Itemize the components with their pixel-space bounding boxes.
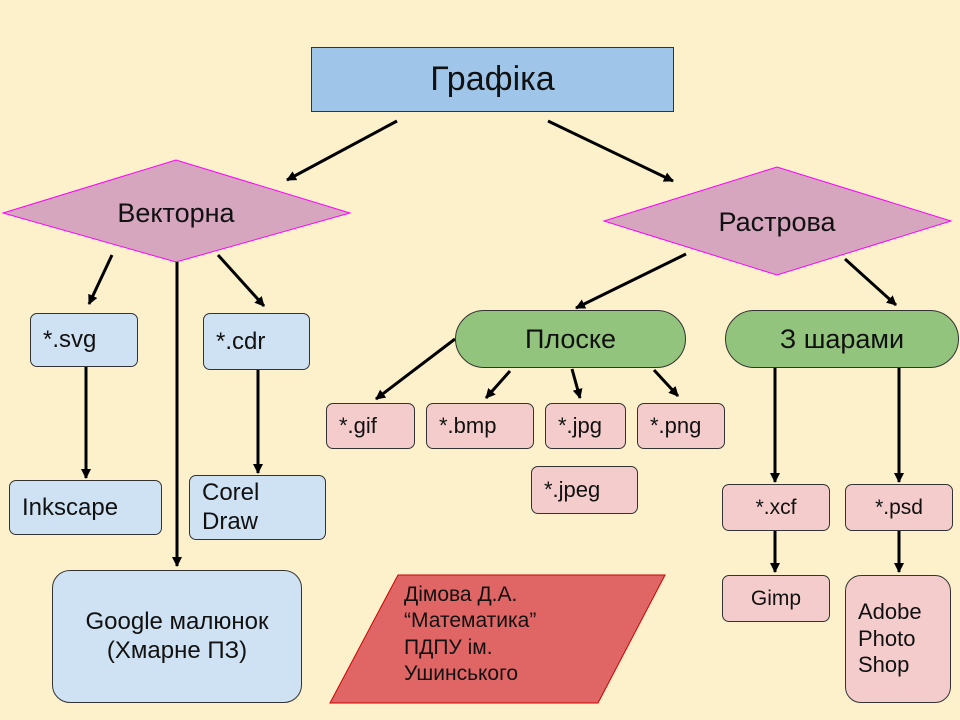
flat-label: Плоске xyxy=(524,323,617,354)
arrow-vector-to-svg xyxy=(87,254,114,305)
gif-format-label: *.gif xyxy=(339,413,377,438)
psd-format-box: *.psd xyxy=(845,484,953,531)
layered-label: З шарами xyxy=(779,323,905,354)
gif-format-box: *.gif xyxy=(326,403,415,449)
arrow-title-to-vector xyxy=(286,119,398,182)
photoshop-box: Adobe Photo Shop xyxy=(845,575,951,703)
corel-draw-box: Corel Draw xyxy=(189,475,326,540)
cdr-format-box: *.cdr xyxy=(203,313,310,370)
google-drawings-label: Google малюнок (Хмарне ПЗ) xyxy=(85,607,269,664)
jpeg-format-label: *.jpeg xyxy=(544,477,601,502)
author-note: Дімова Д.А. “Математика” ПДПУ ім. Ушинсь… xyxy=(404,583,537,685)
connector-arrows xyxy=(81,119,904,573)
corel-draw-label: Corel Draw xyxy=(202,478,260,535)
svg-format-label: *.svg xyxy=(43,326,97,353)
jpg-format-box: *.jpg xyxy=(545,403,626,449)
arrow-flat-to-png xyxy=(652,368,680,398)
title-text: Графіка xyxy=(430,60,555,98)
bmp-format-box: *.bmp xyxy=(426,403,534,449)
vector-label: Векторна xyxy=(117,197,235,228)
raster-label: Растрова xyxy=(718,206,836,237)
arrow-flat-to-gif xyxy=(375,337,456,401)
title-box: Графіка xyxy=(311,47,674,112)
inkscape-box: Inkscape xyxy=(9,480,162,535)
arrow-raster-to-flat xyxy=(575,252,687,310)
bmp-format-label: *.bmp xyxy=(439,413,497,438)
jpeg-format-box: *.jpeg xyxy=(531,466,638,514)
photoshop-label: Adobe Photo Shop xyxy=(858,599,922,678)
flat-pill: Плоске xyxy=(455,310,686,368)
inkscape-label: Inkscape xyxy=(22,493,119,521)
arrow-vector-to-cdr xyxy=(216,253,266,308)
png-format-label: *.png xyxy=(650,413,702,438)
png-format-box: *.png xyxy=(637,403,725,449)
psd-format-label: *.psd xyxy=(875,495,923,519)
xcf-format-label: *.xcf xyxy=(755,495,797,519)
layered-pill: З шарами xyxy=(725,310,959,368)
raster-diamond xyxy=(602,166,953,276)
svg-format-box: *.svg xyxy=(30,313,138,367)
vector-diamond xyxy=(1,159,352,263)
gimp-label: Gimp xyxy=(750,586,802,610)
cdr-format-label: *.cdr xyxy=(216,327,266,355)
author-parallelogram xyxy=(329,574,666,704)
gimp-box: Gimp xyxy=(722,575,830,622)
arrow-flat-to-jpg xyxy=(570,368,583,399)
arrow-title-to-raster xyxy=(547,119,674,183)
google-drawings-box: Google малюнок (Хмарне ПЗ) xyxy=(52,570,302,703)
arrow-raster-to-layered xyxy=(843,257,898,307)
arrow-flat-to-bmp xyxy=(484,370,512,399)
jpg-format-label: *.jpg xyxy=(558,413,603,438)
xcf-format-box: *.xcf xyxy=(722,484,830,531)
